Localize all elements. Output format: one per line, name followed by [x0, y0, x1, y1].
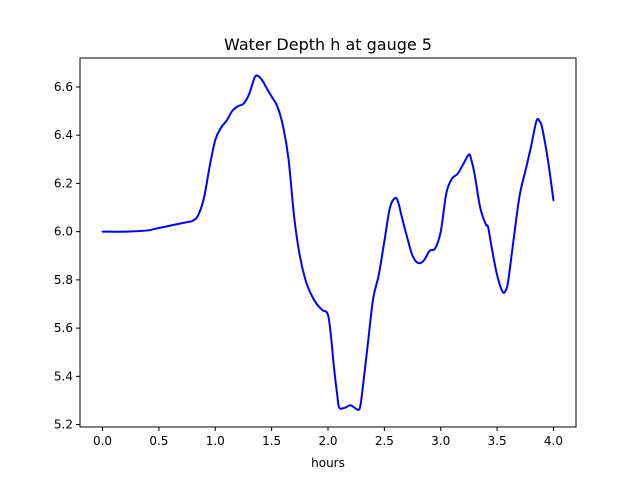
x-tick-label: 1.0: [206, 434, 225, 448]
series-line-water-depth: [101, 74, 555, 412]
y-tick-label: 5.6: [54, 321, 73, 335]
x-tick-label: 2.5: [375, 434, 394, 448]
x-axis-label: hours: [311, 456, 345, 470]
y-tick-label: 5.4: [54, 369, 73, 383]
x-tick-label: 3.0: [431, 434, 450, 448]
y-tick-label: 6.4: [54, 128, 73, 142]
y-tick-label: 5.8: [54, 273, 73, 287]
x-tick-label: 0.0: [93, 434, 112, 448]
x-tick-label: 4.0: [544, 434, 563, 448]
x-tick-label: 1.5: [262, 434, 281, 448]
x-tick-label: 0.5: [149, 434, 168, 448]
x-tick-label: 2.0: [318, 434, 337, 448]
x-axis-ticks: 0.0 0.5 1.0 1.5 2.0 2.5 3.0 3.5 4.0: [93, 427, 563, 448]
y-axis-ticks: 5.2 5.4 5.6 5.8 6.0 6.2 6.4 6.6: [54, 80, 80, 432]
y-tick-label: 6.6: [54, 80, 73, 94]
y-tick-label: 6.0: [54, 225, 73, 239]
chart-title: Water Depth h at gauge 5: [224, 35, 432, 54]
plot-area-frame: [79, 57, 577, 428]
y-tick-label: 5.2: [54, 418, 73, 432]
x-tick-label: 3.5: [488, 434, 507, 448]
y-tick-label: 6.2: [54, 176, 73, 190]
series-layer: [101, 74, 555, 412]
